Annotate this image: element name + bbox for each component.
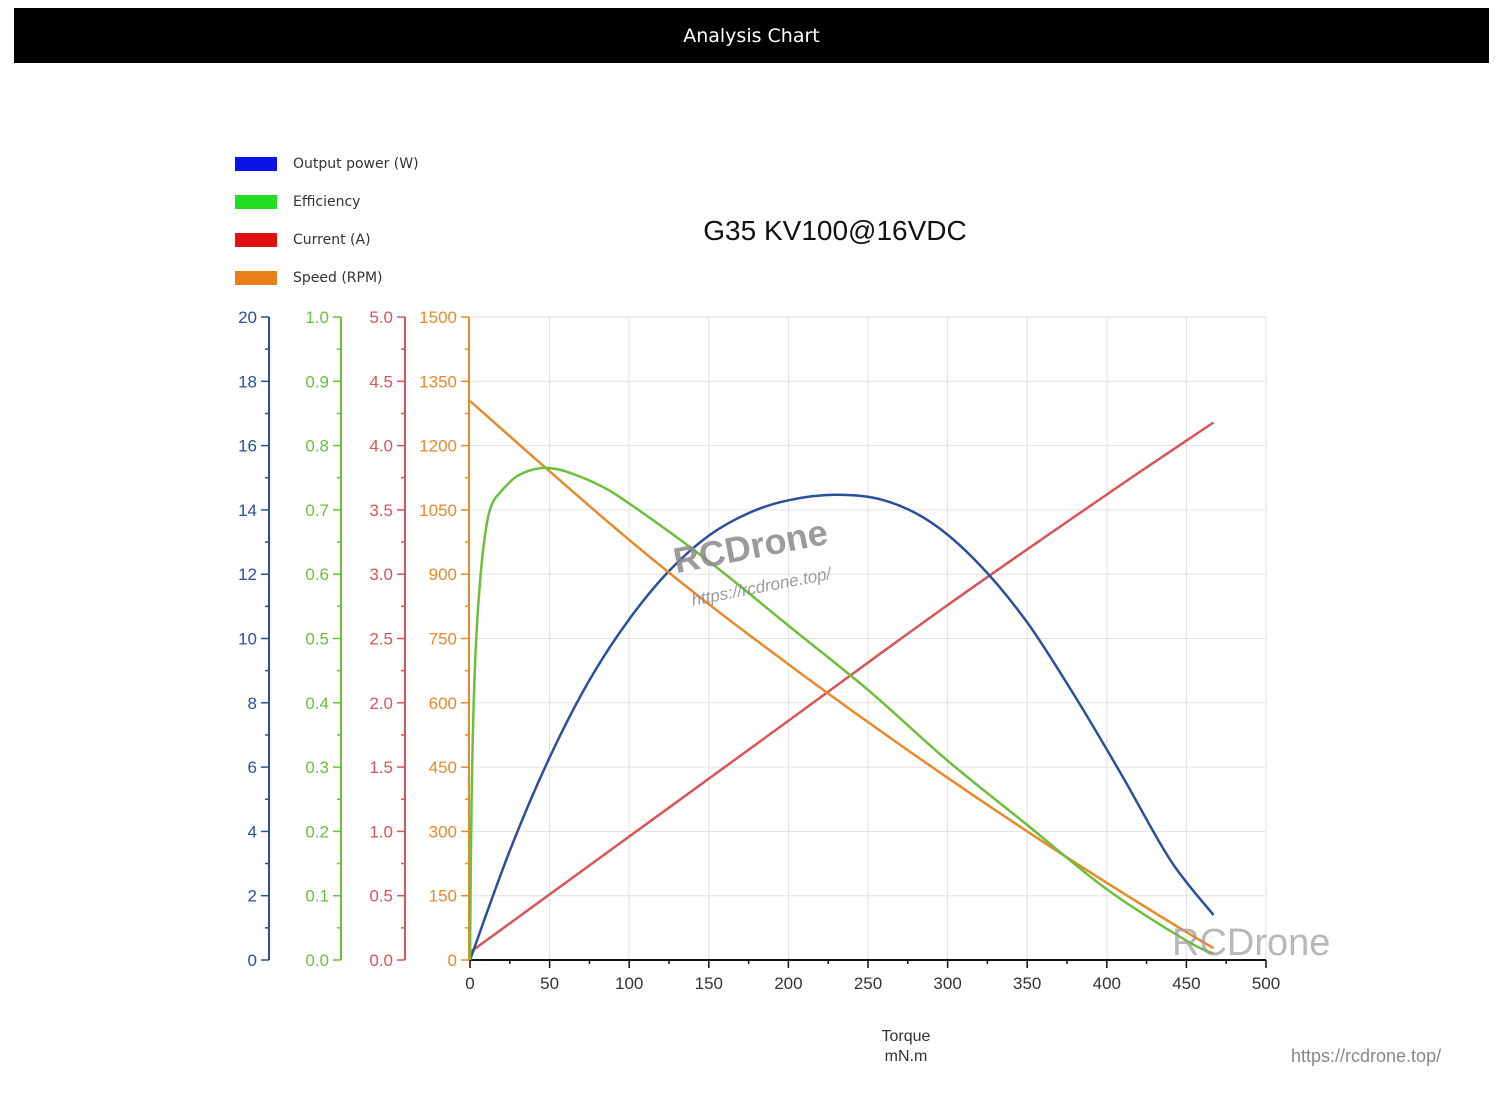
legend-swatch-speed <box>235 271 277 285</box>
y-axis-tick-label: 1350 <box>419 372 457 391</box>
series-output-power <box>468 493 1215 961</box>
legend-swatch-current <box>235 233 277 247</box>
x-axis-label: Torque <box>881 1028 931 1045</box>
y-axis-tick-label: 18 <box>238 372 257 391</box>
y-axis-tick-label: 600 <box>429 694 457 713</box>
y-axis-tick-label: 16 <box>238 437 257 456</box>
x-axis-tick-label: 200 <box>774 974 802 993</box>
y-axis-tick-label: 0.8 <box>305 437 329 456</box>
y-axis-tick-label: 3.5 <box>369 501 393 520</box>
legend-item-power: Output power (W) <box>235 145 419 183</box>
x-axis-title: Torque mN.m <box>846 1027 966 1067</box>
y-axis-tick-label: 0.7 <box>305 501 329 520</box>
y-axis-tick-label: 4.0 <box>369 437 393 456</box>
y-axis-tick-label: 0.3 <box>305 758 329 777</box>
y-axis-tick-label: 3.0 <box>369 565 393 584</box>
y-axis-tick-label: 0.4 <box>305 694 329 713</box>
y-axis-tick-label: 1.0 <box>305 308 329 327</box>
y-axis-tick-label: 300 <box>429 822 457 841</box>
y-axis-tick-label: 4.5 <box>369 372 393 391</box>
y-axis-tick-label: 10 <box>238 630 257 649</box>
y-axis-tick-label: 1050 <box>419 501 457 520</box>
x-axis-tick-label: 350 <box>1013 974 1041 993</box>
legend-item-current: Current (A) <box>235 221 419 259</box>
legend-item-speed: Speed (RPM) <box>235 259 419 297</box>
y-axis-tick-label: 0.0 <box>305 951 329 970</box>
x-axis-tick-label: 300 <box>933 974 961 993</box>
y-axis-tick-label: 750 <box>429 630 457 649</box>
y-axis-0: 0 2 4 6 8 10 12 14 16 18 20 <box>238 308 270 970</box>
y-axis-2: 0.0 0.5 1.0 1.5 2.0 2.5 3.0 3.5 4.0 4.5 5.0 <box>369 308 406 970</box>
y-axis-tick-label: 2.5 <box>369 630 393 649</box>
legend-swatch-power <box>235 157 277 171</box>
legend-label: Speed (RPM) <box>293 270 383 286</box>
grid <box>470 316 1267 960</box>
y-axis-tick-label: 0.6 <box>305 565 329 584</box>
series-efficiency <box>468 466 1215 961</box>
y-axis-tick-label: 450 <box>429 758 457 777</box>
y-axis-tick-label: 1200 <box>419 437 457 456</box>
chart-title: G35 KV100@16VDC <box>703 215 967 246</box>
y-axis-tick-label: 5.0 <box>369 308 393 327</box>
x-axis-tick-label: 150 <box>695 974 723 993</box>
legend-label: Efficiency <box>293 194 361 210</box>
y-axis-tick-label: 0 <box>248 951 257 970</box>
y-axis-tick-label: 4 <box>248 822 257 841</box>
y-axis-tick-label: 2 <box>248 887 257 906</box>
y-axis-tick-label: 0.5 <box>305 630 329 649</box>
x-axis-tick-label: 450 <box>1172 974 1200 993</box>
x-axis-tick-label: 50 <box>540 974 559 993</box>
y-axis-tick-label: 0.1 <box>305 887 329 906</box>
y-axis-tick-label: 0.2 <box>305 822 329 841</box>
y-axis-tick-label: 0.0 <box>369 951 393 970</box>
y-axis-tick-label: 0.5 <box>369 887 393 906</box>
y-axis-tick-label: 20 <box>238 308 257 327</box>
y-axis-tick-label: 1.0 <box>369 822 393 841</box>
y-axis-tick-label: 8 <box>248 694 257 713</box>
legend-swatch-efficiency <box>235 195 277 209</box>
y-axis-tick-label: 1500 <box>419 308 457 327</box>
y-axis-1: 0.0 0.1 0.2 0.3 0.4 0.5 0.6 0.7 0.8 0.9 1.0 <box>305 308 342 970</box>
x-axis-tick-label: 0 <box>465 974 474 993</box>
series-speed <box>469 400 1215 950</box>
x-axis-tick-label: 400 <box>1093 974 1121 993</box>
x-axis-tick-label: 500 <box>1252 974 1280 993</box>
x-axis: 0 50 100 150 200 250 300 350 400 450 500 <box>465 959 1280 993</box>
series-current <box>469 421 1215 954</box>
legend-item-efficiency: Efficiency <box>235 183 419 221</box>
x-axis-tick-label: 250 <box>854 974 882 993</box>
y-axis-tick-label: 150 <box>429 887 457 906</box>
y-axis-tick-label: 6 <box>248 758 257 777</box>
x-axis-unit: mN.m <box>884 1048 928 1065</box>
header-title: Analysis Chart <box>683 24 820 47</box>
y-axis-tick-label: 2.0 <box>369 694 393 713</box>
y-axis-tick-label: 0.9 <box>305 372 329 391</box>
y-axis-tick-label: 0 <box>448 951 457 970</box>
legend-label: Current (A) <box>293 232 371 248</box>
y-axis-tick-label: 1.5 <box>369 758 393 777</box>
footer-url-link[interactable]: https://rcdrone.top/ <box>1291 1046 1442 1066</box>
y-axis-tick-label: 900 <box>429 565 457 584</box>
y-axis-tick-label: 14 <box>238 501 257 520</box>
chart-legend: Output power (W) Efficiency Current (A) … <box>235 145 419 297</box>
x-axis-tick-label: 100 <box>615 974 643 993</box>
legend-label: Output power (W) <box>293 156 419 172</box>
y-axis-3: 0 150 300 450 600 750 900 1050 1200 1350 1500 <box>419 308 470 970</box>
watermark-corner-brand: RCDrone <box>1172 922 1330 964</box>
y-axis-tick-label: 12 <box>238 565 257 584</box>
header-bar: Analysis Chart <box>14 8 1489 63</box>
